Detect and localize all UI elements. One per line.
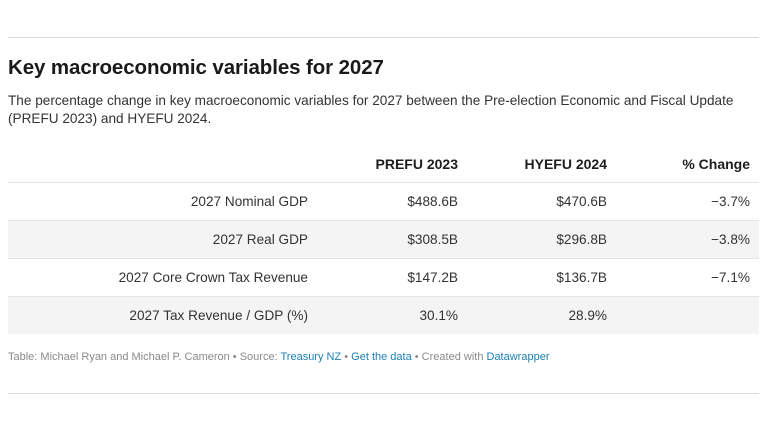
table-row: 2027 Real GDP $308.5B $296.8B −3.8% bbox=[8, 220, 759, 259]
data-table: PREFU 2023 HYEFU 2024 % Change 2027 Nomi… bbox=[8, 146, 759, 334]
table-row: 2027 Core Crown Tax Revenue $147.2B $136… bbox=[8, 258, 759, 297]
cell-prefu: $308.5B bbox=[308, 220, 458, 259]
cell-hyefu: $470.6B bbox=[458, 182, 607, 221]
cell-prefu: $147.2B bbox=[308, 258, 458, 297]
table-header-row: PREFU 2023 HYEFU 2024 % Change bbox=[8, 146, 759, 183]
cell-prefu: $488.6B bbox=[308, 182, 458, 221]
cell-padding bbox=[750, 220, 759, 259]
datawrapper-link[interactable]: Datawrapper bbox=[486, 351, 550, 363]
row-label: 2027 Nominal GDP bbox=[8, 182, 308, 221]
column-header-prefu[interactable]: PREFU 2023 bbox=[375, 156, 458, 172]
chart-title: Key macroeconomic variables for 2027 bbox=[8, 56, 384, 79]
cell-padding bbox=[750, 258, 759, 297]
cell-change: −3.7% bbox=[607, 182, 750, 221]
footer-created-with: • Created with bbox=[411, 351, 487, 363]
column-header-change[interactable]: % Change bbox=[682, 156, 750, 172]
chart-subtitle: The percentage change in key macroeconom… bbox=[8, 93, 734, 126]
row-label: 2027 Tax Revenue / GDP (%) bbox=[8, 296, 308, 334]
cell-hyefu: $136.7B bbox=[458, 258, 607, 297]
cell-change bbox=[607, 296, 750, 334]
footer-separator: • bbox=[341, 351, 352, 363]
cell-hyefu: 28.9% bbox=[458, 296, 607, 334]
cell-prefu: 30.1% bbox=[308, 296, 458, 334]
top-divider bbox=[8, 37, 759, 38]
source-link[interactable]: Treasury NZ bbox=[280, 351, 342, 363]
chart-footer: Table: Michael Ryan and Michael P. Camer… bbox=[8, 351, 549, 363]
table-row: 2027 Tax Revenue / GDP (%) 30.1% 28.9% bbox=[8, 296, 759, 334]
footer-credit: Table: Michael Ryan and Michael P. Camer… bbox=[8, 351, 281, 363]
row-label: 2027 Core Crown Tax Revenue bbox=[8, 258, 308, 297]
cell-change: −7.1% bbox=[607, 258, 750, 297]
column-header-hyefu[interactable]: HYEFU 2024 bbox=[524, 156, 607, 172]
get-data-link[interactable]: Get the data bbox=[351, 351, 412, 363]
cell-padding bbox=[750, 296, 759, 334]
row-label: 2027 Real GDP bbox=[8, 220, 308, 259]
table-row: 2027 Nominal GDP $488.6B $470.6B −3.7% bbox=[8, 182, 759, 221]
cell-hyefu: $296.8B bbox=[458, 220, 607, 259]
bottom-divider bbox=[8, 393, 759, 394]
cell-change: −3.8% bbox=[607, 220, 750, 259]
cell-padding bbox=[750, 182, 759, 221]
column-header-label[interactable] bbox=[8, 146, 308, 183]
column-padding bbox=[750, 146, 759, 183]
